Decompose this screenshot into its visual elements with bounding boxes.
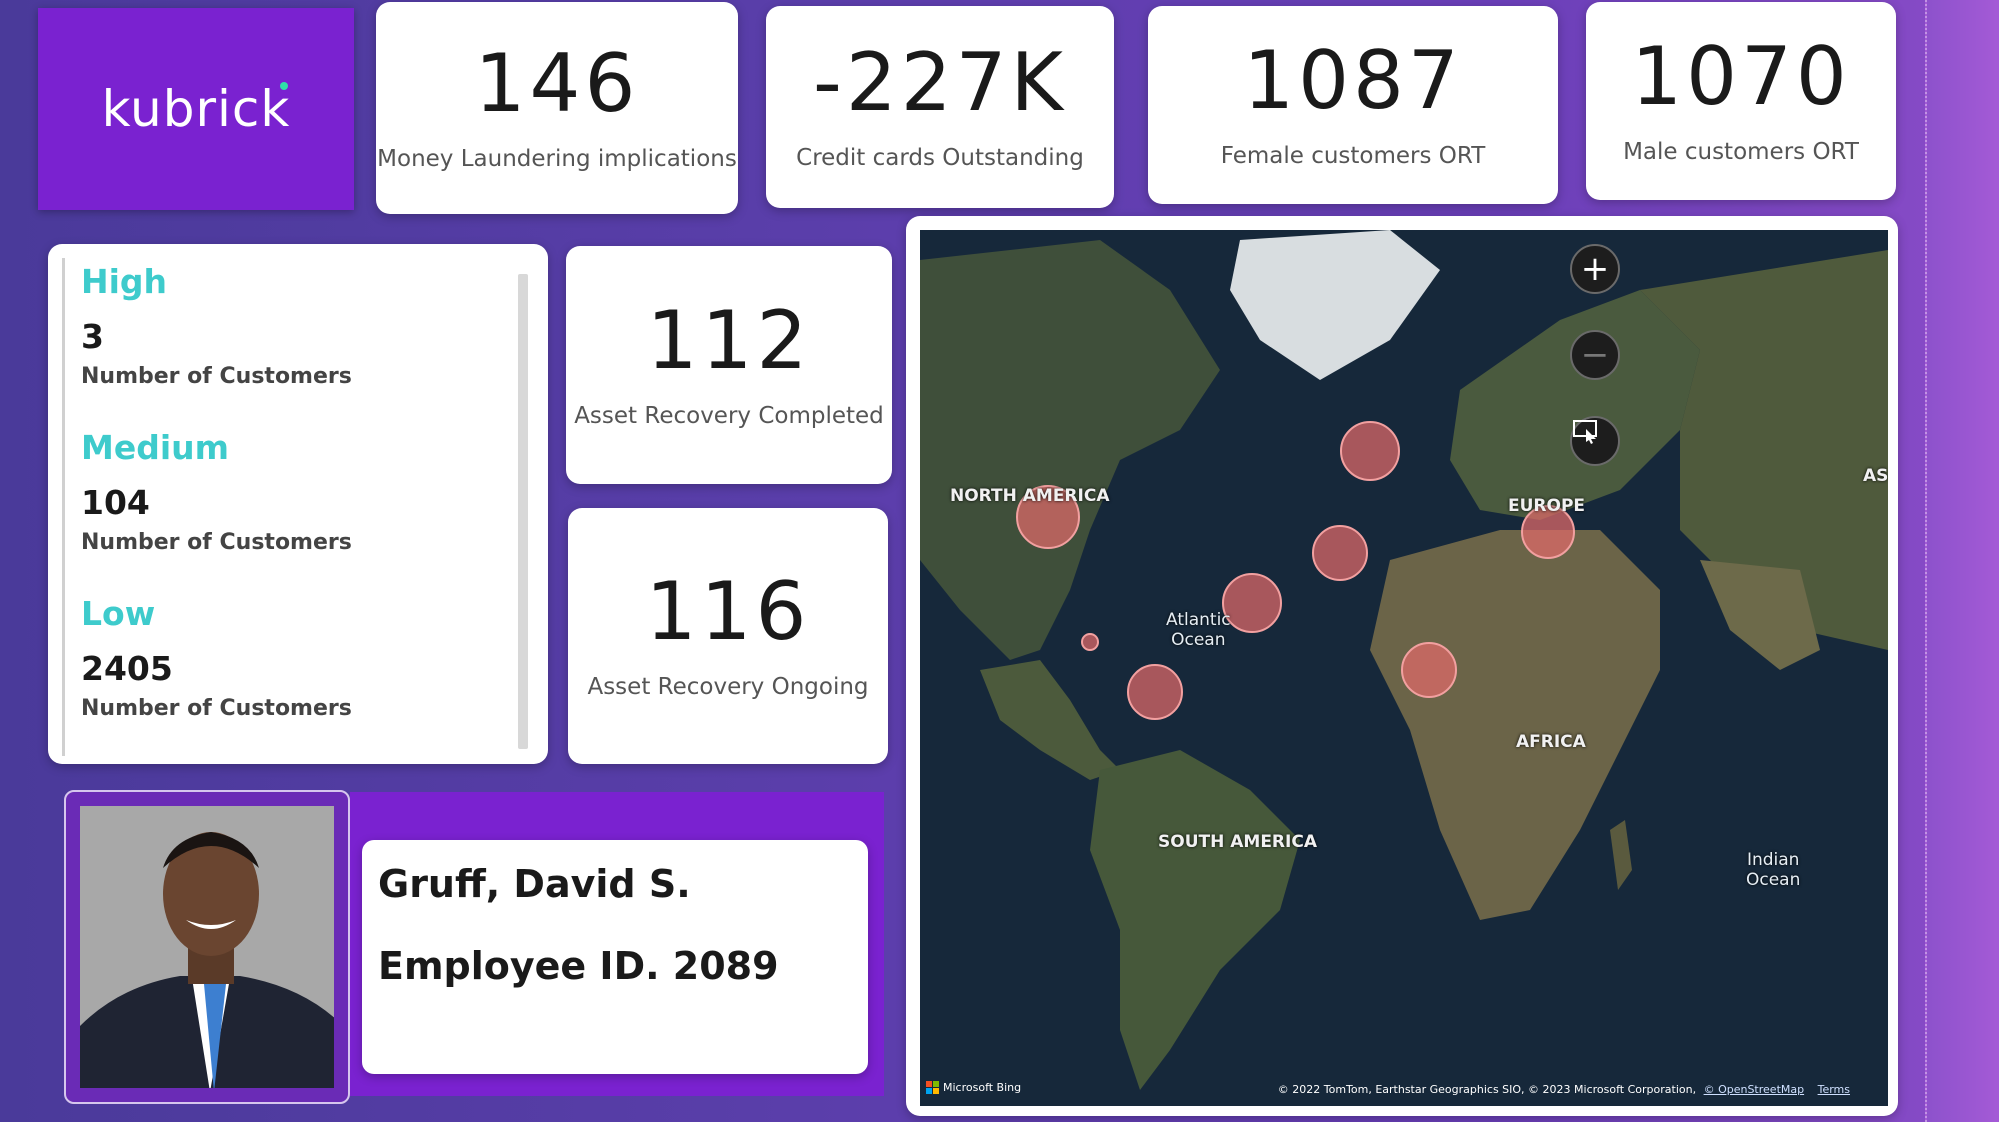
employee-id: Employee ID. 2089 — [378, 944, 779, 988]
kpi-label: Female customers ORT — [1220, 143, 1486, 169]
kpi-label: Asset Recovery Ongoing — [587, 674, 869, 700]
map-label-europe: EUROPE — [1508, 496, 1586, 516]
map-provider-text: Microsoft Bing — [943, 1081, 1022, 1094]
map-bubble-east-africa — [1401, 642, 1457, 698]
risk-sub-label: Number of Customers — [81, 696, 352, 721]
kubrick-logo-tile: kubrick — [38, 8, 354, 210]
microsoft-logo-icon — [926, 1081, 939, 1094]
risk-level-label: High — [81, 262, 168, 301]
map-label-africa: AFRICA — [1516, 732, 1586, 752]
logo-text: kubrick — [101, 80, 291, 138]
world-map[interactable]: NORTH AMERICA EUROPE AFRICA SOUTH AMERIC… — [920, 230, 1888, 1106]
kpi-label: Male customers ORT — [1623, 139, 1859, 165]
map-bubble-south-america — [1127, 664, 1183, 720]
attribution-text: © 2022 TomTom, Earthstar Geographics SIO… — [1277, 1083, 1697, 1096]
kpi-card-female-customers[interactable]: 1087 Female customers ORT — [1148, 6, 1558, 204]
risk-level-card[interactable]: High 3 Number of Customers Medium 104 Nu… — [48, 244, 548, 764]
risk-sub-label: Number of Customers — [81, 364, 352, 389]
map-provider: Microsoft Bing — [926, 1081, 1021, 1094]
map-bubble-europe — [1340, 421, 1400, 481]
kpi-card-credit-cards[interactable]: -227K Credit cards Outstanding — [766, 6, 1114, 208]
risk-count: 3 — [81, 317, 104, 356]
kpi-value: 112 — [646, 294, 812, 387]
risk-item-low[interactable]: Low 2405 Number of Customers — [62, 590, 506, 756]
kpi-card-male-customers[interactable]: 1070 Male customers ORT — [1586, 2, 1896, 200]
risk-item-high[interactable]: High 3 Number of Customers — [62, 258, 506, 424]
map-label-asia: AS — [1863, 466, 1888, 486]
map-bubble-colombia — [1081, 633, 1099, 651]
kpi-value: 1070 — [1631, 30, 1851, 123]
ocean-label-line: Ocean — [1171, 630, 1226, 651]
risk-count: 104 — [81, 483, 150, 522]
kpi-card-money-laundering[interactable]: 146 Money Laundering implications — [376, 2, 738, 214]
map-label-north-america: NORTH AMERICA — [950, 486, 1110, 506]
report-edge-strip — [1925, 0, 1999, 1122]
map-attribution: © 2022 TomTom, Earthstar Geographics SIO… — [1278, 1083, 1850, 1096]
kpi-label: Money Laundering implications — [377, 146, 737, 172]
risk-count: 2405 — [81, 649, 173, 688]
logo-dot-icon — [280, 82, 289, 90]
kubrick-logo: kubrick — [102, 80, 291, 138]
kpi-label: Credit cards Outstanding — [796, 145, 1084, 171]
employee-photo-frame — [64, 790, 350, 1104]
risk-item-medium[interactable]: Medium 104 Number of Customers — [62, 424, 506, 590]
map-label-south-america: SOUTH AMERICA — [1158, 832, 1317, 852]
zoom-in-button[interactable]: + — [1570, 244, 1620, 294]
map-label-indian-ocean: Indian Ocean — [1746, 850, 1800, 891]
employee-info-card[interactable]: Gruff, David S. Employee ID. 2089 — [362, 840, 868, 1074]
map-bubble-north-america — [1016, 485, 1080, 549]
kpi-card-asset-recovery-completed[interactable]: 112 Asset Recovery Completed — [566, 246, 892, 484]
select-icon — [1573, 420, 1597, 444]
map-terrain — [920, 230, 1888, 1106]
map-bubbles — [1016, 421, 1575, 720]
risk-sub-label: Number of Customers — [81, 530, 352, 555]
map-bubble-south-asia — [1521, 505, 1575, 559]
terms-link[interactable]: Terms — [1817, 1083, 1850, 1096]
risk-list-scrollbar[interactable] — [518, 274, 528, 749]
select-mode-button[interactable] — [1570, 416, 1620, 466]
openstreetmap-link[interactable]: © OpenStreetMap — [1703, 1083, 1805, 1096]
employee-name: Gruff, David S. — [378, 862, 691, 906]
risk-level-label: Low — [81, 594, 156, 633]
ocean-label-line: Indian — [1746, 850, 1800, 870]
kpi-value: -227K — [812, 36, 1068, 129]
ocean-label-line: Atlantic — [1166, 610, 1231, 630]
map-visual-card[interactable]: NORTH AMERICA EUROPE AFRICA SOUTH AMERIC… — [906, 216, 1898, 1116]
risk-level-label: Medium — [81, 428, 230, 467]
kpi-value: 1087 — [1243, 34, 1463, 127]
risk-level-list: High 3 Number of Customers Medium 104 Nu… — [62, 258, 528, 756]
kpi-label: Asset Recovery Completed — [574, 403, 884, 429]
kpi-value: 116 — [645, 565, 811, 658]
map-bubble-north-africa — [1312, 525, 1368, 581]
kpi-card-asset-recovery-ongoing[interactable]: 116 Asset Recovery Ongoing — [568, 508, 888, 764]
employee-photo — [80, 806, 334, 1088]
zoom-out-button[interactable]: − — [1570, 330, 1620, 380]
ocean-label-line: Ocean — [1746, 870, 1801, 891]
kpi-value: 146 — [474, 37, 640, 130]
map-bubble-atlantic — [1222, 573, 1282, 633]
map-label-atlantic-ocean: Atlantic Ocean — [1166, 610, 1231, 651]
